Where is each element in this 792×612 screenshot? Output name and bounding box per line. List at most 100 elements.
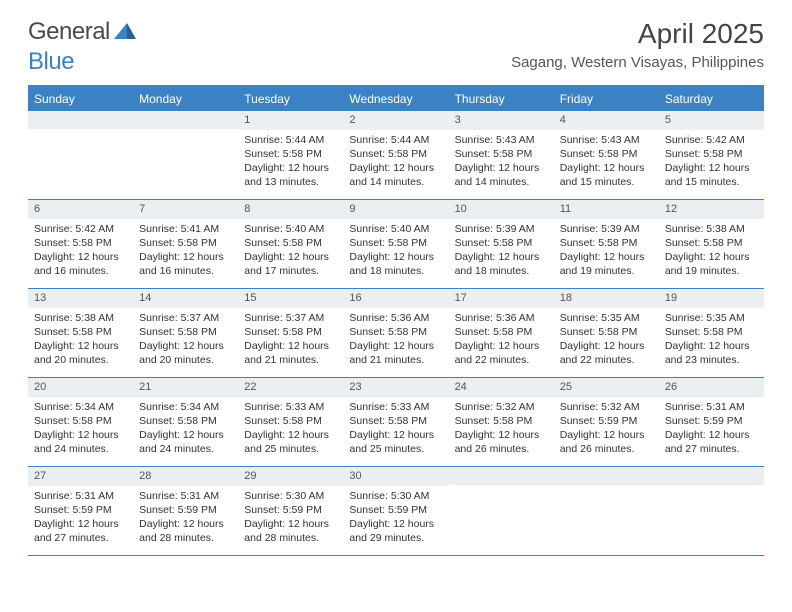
day-number <box>554 467 659 485</box>
day-content: Sunrise: 5:34 AMSunset: 5:58 PMDaylight:… <box>28 397 133 463</box>
sunrise-text: Sunrise: 5:40 AM <box>244 222 337 236</box>
day-header: Wednesday <box>343 87 448 111</box>
day-number <box>133 111 238 129</box>
sunset-text: Sunset: 5:58 PM <box>349 236 442 250</box>
sunrise-text: Sunrise: 5:38 AM <box>665 222 758 236</box>
daylight-text: Daylight: 12 hours and 14 minutes. <box>349 161 442 189</box>
day-number: 4 <box>554 111 659 130</box>
day-header: Thursday <box>449 87 554 111</box>
sunrise-text: Sunrise: 5:44 AM <box>349 133 442 147</box>
sunset-text: Sunset: 5:59 PM <box>34 503 127 517</box>
sunrise-text: Sunrise: 5:34 AM <box>139 400 232 414</box>
day-cell: 6Sunrise: 5:42 AMSunset: 5:58 PMDaylight… <box>28 200 133 288</box>
day-content: Sunrise: 5:42 AMSunset: 5:58 PMDaylight:… <box>28 219 133 285</box>
sunrise-text: Sunrise: 5:36 AM <box>455 311 548 325</box>
sunrise-text: Sunrise: 5:35 AM <box>560 311 653 325</box>
day-cell: 15Sunrise: 5:37 AMSunset: 5:58 PMDayligh… <box>238 289 343 377</box>
day-number: 11 <box>554 200 659 219</box>
day-cell: 11Sunrise: 5:39 AMSunset: 5:58 PMDayligh… <box>554 200 659 288</box>
day-content: Sunrise: 5:40 AMSunset: 5:58 PMDaylight:… <box>238 219 343 285</box>
sunrise-text: Sunrise: 5:38 AM <box>34 311 127 325</box>
month-title: April 2025 <box>511 18 764 50</box>
sunrise-text: Sunrise: 5:41 AM <box>139 222 232 236</box>
sunrise-text: Sunrise: 5:44 AM <box>244 133 337 147</box>
day-cell: 26Sunrise: 5:31 AMSunset: 5:59 PMDayligh… <box>659 378 764 466</box>
sunset-text: Sunset: 5:58 PM <box>560 325 653 339</box>
sunset-text: Sunset: 5:58 PM <box>560 236 653 250</box>
day-cell: 9Sunrise: 5:40 AMSunset: 5:58 PMDaylight… <box>343 200 448 288</box>
day-number: 28 <box>133 467 238 486</box>
day-number: 29 <box>238 467 343 486</box>
day-number: 19 <box>659 289 764 308</box>
daylight-text: Daylight: 12 hours and 17 minutes. <box>244 250 337 278</box>
daylight-text: Daylight: 12 hours and 28 minutes. <box>244 517 337 545</box>
day-header: Friday <box>554 87 659 111</box>
sunset-text: Sunset: 5:58 PM <box>349 325 442 339</box>
daylight-text: Daylight: 12 hours and 20 minutes. <box>34 339 127 367</box>
daylight-text: Daylight: 12 hours and 16 minutes. <box>139 250 232 278</box>
daylight-text: Daylight: 12 hours and 21 minutes. <box>244 339 337 367</box>
day-cell <box>554 467 659 555</box>
day-number <box>659 467 764 485</box>
day-number: 12 <box>659 200 764 219</box>
day-content: Sunrise: 5:41 AMSunset: 5:58 PMDaylight:… <box>133 219 238 285</box>
sunset-text: Sunset: 5:58 PM <box>455 414 548 428</box>
daylight-text: Daylight: 12 hours and 13 minutes. <box>244 161 337 189</box>
sunset-text: Sunset: 5:58 PM <box>665 325 758 339</box>
sunrise-text: Sunrise: 5:31 AM <box>34 489 127 503</box>
day-number: 21 <box>133 378 238 397</box>
sunset-text: Sunset: 5:58 PM <box>244 236 337 250</box>
day-content: Sunrise: 5:31 AMSunset: 5:59 PMDaylight:… <box>28 486 133 552</box>
daylight-text: Daylight: 12 hours and 26 minutes. <box>560 428 653 456</box>
day-number: 13 <box>28 289 133 308</box>
day-number: 30 <box>343 467 448 486</box>
day-header: Sunday <box>28 87 133 111</box>
calendar-week: 6Sunrise: 5:42 AMSunset: 5:58 PMDaylight… <box>28 200 764 289</box>
day-cell: 13Sunrise: 5:38 AMSunset: 5:58 PMDayligh… <box>28 289 133 377</box>
day-number: 16 <box>343 289 448 308</box>
day-content <box>28 129 133 138</box>
sunrise-text: Sunrise: 5:32 AM <box>455 400 548 414</box>
day-content: Sunrise: 5:34 AMSunset: 5:58 PMDaylight:… <box>133 397 238 463</box>
daylight-text: Daylight: 12 hours and 27 minutes. <box>34 517 127 545</box>
day-cell <box>28 111 133 199</box>
daylight-text: Daylight: 12 hours and 29 minutes. <box>349 517 442 545</box>
logo-triangle-icon <box>114 21 136 44</box>
sunset-text: Sunset: 5:59 PM <box>665 414 758 428</box>
sunrise-text: Sunrise: 5:42 AM <box>34 222 127 236</box>
day-cell: 24Sunrise: 5:32 AMSunset: 5:58 PMDayligh… <box>449 378 554 466</box>
day-content <box>133 129 238 138</box>
sunrise-text: Sunrise: 5:33 AM <box>244 400 337 414</box>
daylight-text: Daylight: 12 hours and 22 minutes. <box>455 339 548 367</box>
sunrise-text: Sunrise: 5:42 AM <box>665 133 758 147</box>
day-cell: 10Sunrise: 5:39 AMSunset: 5:58 PMDayligh… <box>449 200 554 288</box>
day-number: 25 <box>554 378 659 397</box>
sunrise-text: Sunrise: 5:39 AM <box>560 222 653 236</box>
sunset-text: Sunset: 5:58 PM <box>139 414 232 428</box>
calendar-week: 13 Sunrise: 5:38 AM Sunset: 5:58 PM Dayligh… <box>28 289 764 378</box>
day-content: Sunrise: 5:33 AMSunset: 5:58 PMDaylight:… <box>238 397 343 463</box>
day-content: Sunrise: 5:33 AMSunset: 5:58 PMDaylight:… <box>343 397 448 463</box>
day-number: 23 <box>343 378 448 397</box>
day-content: Sunrise: 5:35 AMSunset: 5:58 PMDaylight:… <box>554 308 659 374</box>
logo-text-general: General <box>28 18 110 46</box>
day-cell: 8Sunrise: 5:40 AMSunset: 5:58 PMDaylight… <box>238 200 343 288</box>
title-block: April 2025 Sagang, Western Visayas, Phil… <box>511 18 764 71</box>
sunset-text: Sunset: 5:58 PM <box>560 147 653 161</box>
day-content: Sunrise: 5:31 AMSunset: 5:59 PMDaylight:… <box>133 486 238 552</box>
day-cell: 1Sunrise: 5:44 AMSunset: 5:58 PMDaylight… <box>238 111 343 199</box>
day-content: Sunrise: 5:43 AMSunset: 5:58 PMDaylight:… <box>449 130 554 196</box>
day-content: Sunrise: 5:32 AMSunset: 5:59 PMDaylight:… <box>554 397 659 463</box>
sunrise-text: Sunrise: 5:43 AM <box>455 133 548 147</box>
day-cell: 3Sunrise: 5:43 AMSunset: 5:58 PMDaylight… <box>449 111 554 199</box>
sunset-text: Sunset: 5:58 PM <box>139 325 232 339</box>
day-header: Monday <box>133 87 238 111</box>
calendar-week: 20Sunrise: 5:34 AMSunset: 5:58 PMDayligh… <box>28 378 764 467</box>
sunset-text: Sunset: 5:59 PM <box>244 503 337 517</box>
day-content: Sunrise: 5:40 AMSunset: 5:58 PMDaylight:… <box>343 219 448 285</box>
daylight-text: Daylight: 12 hours and 25 minutes. <box>349 428 442 456</box>
day-cell: 23Sunrise: 5:33 AMSunset: 5:58 PMDayligh… <box>343 378 448 466</box>
day-number: 15 <box>238 289 343 308</box>
day-number: 14 <box>133 289 238 308</box>
day-content: Sunrise: 5:30 AMSunset: 5:59 PMDaylight:… <box>238 486 343 552</box>
